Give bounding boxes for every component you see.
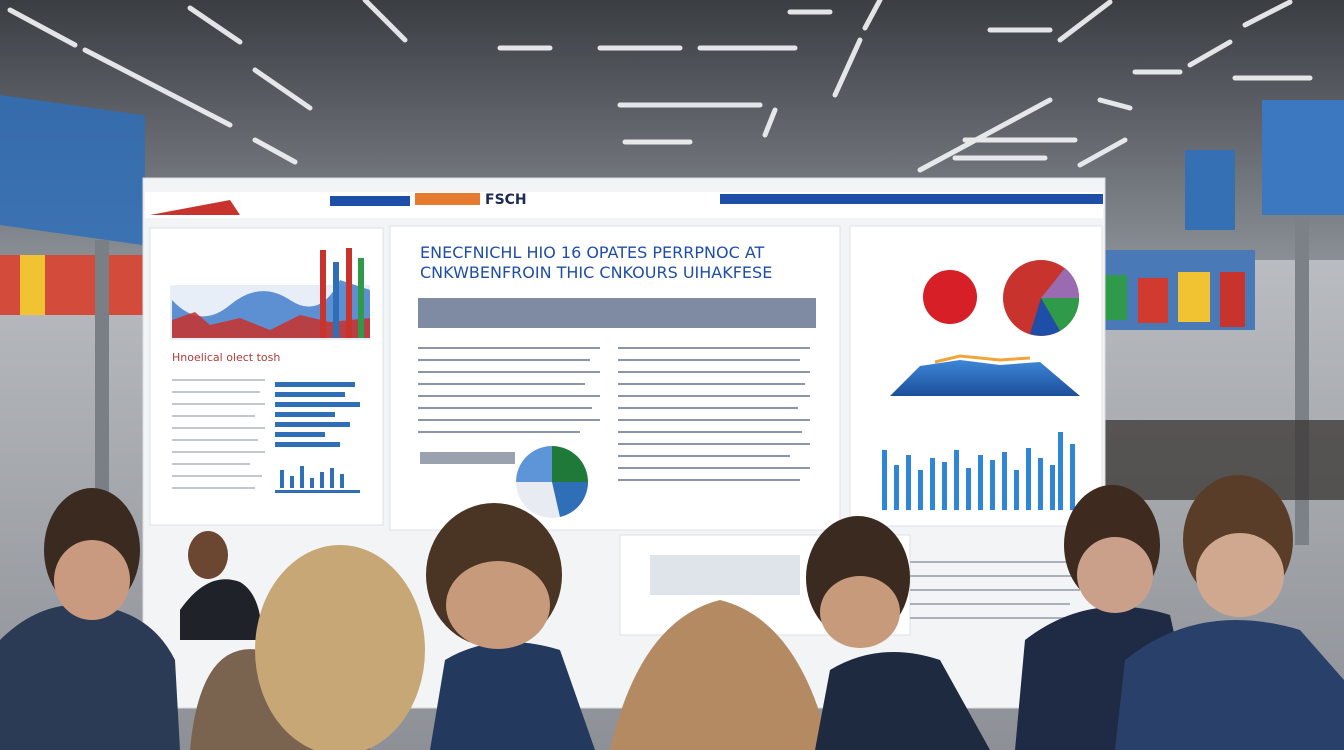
presenter-head: [188, 531, 228, 579]
center-text-lines: [418, 347, 810, 481]
poster-title-line: CNKWBENFROIN THIC CNKOURS UIHAKFESE: [420, 263, 772, 282]
right-circle: [923, 270, 977, 324]
right-sign: [1262, 100, 1344, 215]
poster-header: FSCH: [485, 192, 527, 208]
right-flag: [1105, 275, 1127, 320]
left-sign: [0, 95, 145, 246]
header-badge: [415, 193, 480, 205]
left-hbar-chart: [275, 382, 360, 493]
left-bar-chart: [170, 248, 370, 340]
left-booth-stripe: [20, 255, 45, 315]
header-logo: [150, 200, 240, 215]
right-flag: [1220, 272, 1245, 327]
header-stripe: [330, 196, 410, 206]
right-flag: [1138, 278, 1168, 323]
presenter-body: [180, 579, 262, 640]
left-text-lines: [172, 379, 265, 489]
header-stripe: [720, 194, 1103, 204]
right-flag: [1178, 272, 1210, 322]
lower-chart: [650, 555, 800, 595]
lower-text-lines: [910, 561, 1080, 619]
left-caption: Hnoelical olect tosh: [172, 351, 280, 364]
ceiling-lights: [7, 0, 1313, 173]
center-chart-bar: [420, 452, 515, 464]
poster-title-line: ENECFNICHL HIO 16 OPATES PERRPNOC AT: [420, 243, 765, 262]
right-sign: [1185, 150, 1235, 230]
right-area: [890, 360, 1080, 396]
right-bar-chart: [882, 432, 1075, 510]
audience: [0, 475, 1344, 750]
center-subtitle-bar: [418, 298, 816, 328]
center-pie: [516, 446, 588, 518]
right-area-line: [934, 354, 1031, 364]
right-pie: [1003, 260, 1080, 336]
